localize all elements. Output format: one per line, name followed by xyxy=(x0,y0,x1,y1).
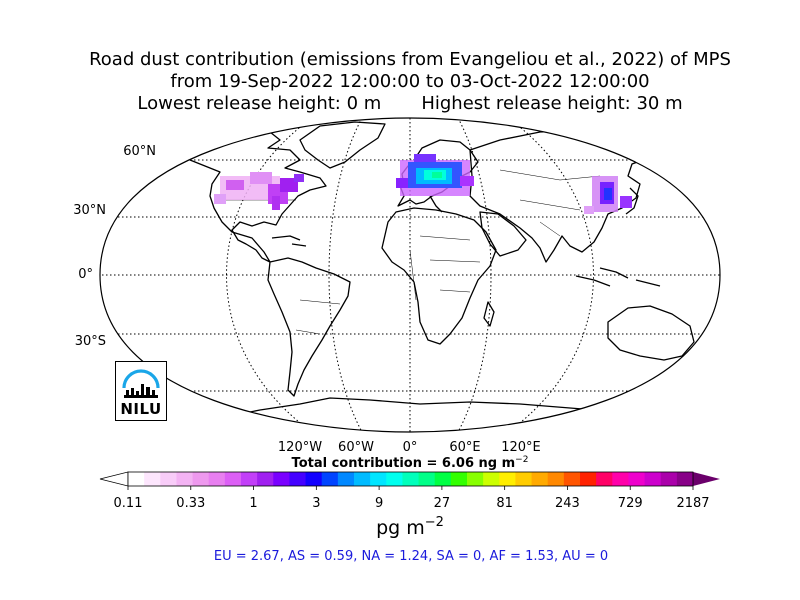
africa xyxy=(381,207,497,345)
colorbar-segment xyxy=(241,472,258,486)
nilu-logo-text: NILU xyxy=(120,400,162,418)
colorbar-segment xyxy=(563,472,581,486)
colorbar-segment xyxy=(305,472,323,486)
lat-label-60n: 60°N xyxy=(123,144,156,159)
greenland xyxy=(299,121,386,169)
north-america xyxy=(184,131,327,263)
coastlines xyxy=(184,121,717,421)
lon-label-120e: 120°E xyxy=(501,440,541,455)
colorbar-segment xyxy=(644,472,662,486)
colorbar-over-extension xyxy=(693,472,720,486)
australia xyxy=(607,305,695,361)
colorbar-segment xyxy=(337,472,355,486)
colorbar-segment xyxy=(628,472,646,486)
caribbean xyxy=(271,235,307,247)
colorbar-segment xyxy=(434,472,452,486)
figure-title-line-1: Road dust contribution (emissions from E… xyxy=(89,49,731,70)
concentration-north-america xyxy=(214,172,304,210)
colorbar-segment xyxy=(144,472,161,486)
lon-label-60e: 60°E xyxy=(449,440,480,455)
colorbar-segment xyxy=(515,472,533,486)
colorbar-segment xyxy=(289,472,307,486)
colorbar-segment xyxy=(418,472,436,486)
colorbar-segment xyxy=(273,472,291,486)
nilu-logo-mark-icon xyxy=(122,369,160,398)
colorbar-frame xyxy=(127,471,694,487)
italy xyxy=(429,195,443,213)
colorbar-tick-label: 729 xyxy=(618,496,643,511)
colorbar-segment xyxy=(499,472,517,486)
figure-title-line-3: Lowest release height: 0 m Highest relea… xyxy=(137,93,683,114)
colorbar xyxy=(99,471,720,487)
new-zealand xyxy=(707,351,717,375)
colorbar-under-extension xyxy=(99,471,129,487)
colorbar-segment xyxy=(402,472,420,486)
colorbar-tick-label: 0.33 xyxy=(176,496,205,511)
lat-label-30n: 30°N xyxy=(73,203,106,218)
colorbar-unit-label: pg m−2 xyxy=(376,515,444,539)
concentration-east-asia xyxy=(584,176,632,214)
longitude-labels: 120°W 60°W 0° 60°E 120°E xyxy=(278,440,541,455)
lon-label-60w: 60°W xyxy=(338,440,374,455)
colorbar-segment xyxy=(596,472,613,486)
indonesia xyxy=(575,267,661,287)
colorbar-segment xyxy=(676,472,694,486)
colorbar-segment xyxy=(612,472,630,486)
colorbar-segment xyxy=(354,472,371,486)
colorbar-tick-label: 243 xyxy=(555,496,580,511)
colorbar-tick-label: 3 xyxy=(312,496,320,511)
lon-label-0: 0° xyxy=(403,440,418,455)
lat-label-0: 0° xyxy=(78,267,93,282)
colorbar-tick-labels: 0.11 0.33 1 3 9 27 81 243 729 2187 xyxy=(114,486,710,511)
arabia xyxy=(479,211,527,257)
colorbar-segment xyxy=(580,472,597,486)
total-contribution-label: Total contribution = 6.06 ng m−2 xyxy=(292,455,529,471)
colorbar-segment xyxy=(467,472,484,486)
colorbar-segment xyxy=(128,472,145,486)
colorbar-segment xyxy=(321,472,339,486)
colorbar-segment xyxy=(370,472,387,486)
colorbar-segment xyxy=(224,472,242,486)
colorbar-segment xyxy=(483,472,500,486)
nilu-logo: NILU xyxy=(115,361,167,421)
madagascar xyxy=(483,301,495,327)
colorbar-segment xyxy=(257,472,274,486)
colorbar-tick-label: 0.11 xyxy=(114,496,143,511)
colorbar-tick-label: 1 xyxy=(249,496,257,511)
lat-label-30s: 30°S xyxy=(75,334,106,349)
japan xyxy=(625,187,639,215)
figure-title-line-2: from 19-Sep-2022 12:00:00 to 03-Oct-2022… xyxy=(170,71,650,92)
colorbar-tick-label: 27 xyxy=(434,496,451,511)
concentration-europe xyxy=(396,154,474,196)
colorbar-segment xyxy=(176,472,194,486)
latitude-labels: 60°N 30°N 0° 30°S xyxy=(73,144,156,349)
colorbar-segment xyxy=(386,472,404,486)
lon-label-120w: 120°W xyxy=(278,440,322,455)
colorbar-tick-label: 81 xyxy=(496,496,513,511)
colorbar-tick-label: 9 xyxy=(375,496,383,511)
colorbar-segment xyxy=(450,472,468,486)
colorbar-segment xyxy=(208,472,226,486)
south-america xyxy=(267,257,351,397)
colorbar-segment xyxy=(531,472,549,486)
colorbar-tick-label: 2187 xyxy=(676,496,709,511)
regional-summary: EU = 2.67, AS = 0.59, NA = 1.24, SA = 0,… xyxy=(214,549,608,564)
colorbar-segment xyxy=(660,472,678,486)
colorbar-segment xyxy=(547,472,565,486)
colorbar-segment xyxy=(160,472,178,486)
colorbar-segment xyxy=(192,472,210,486)
